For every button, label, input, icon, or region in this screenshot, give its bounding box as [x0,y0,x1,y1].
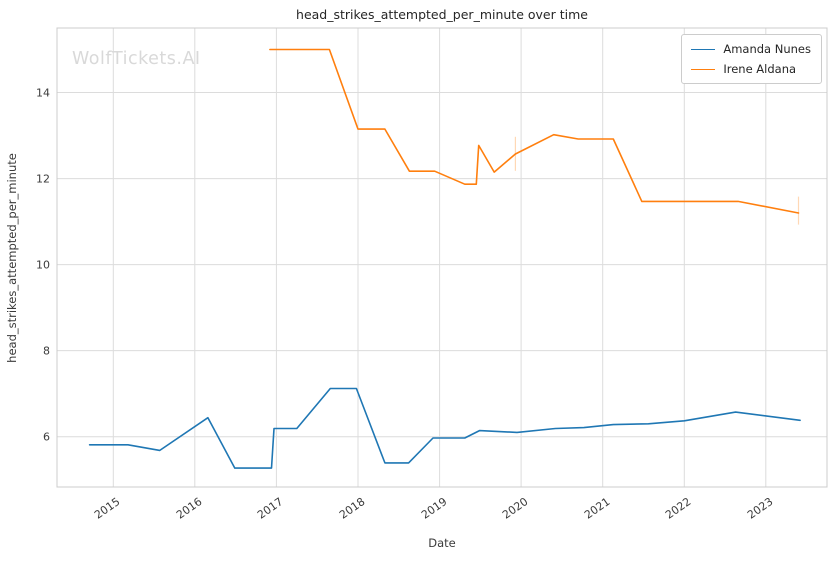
y-tick-label: 8 [43,344,50,358]
chart-title: head_strikes_attempted_per_minute over t… [296,7,588,22]
legend-item-amanda-nunes: Amanda Nunes [691,42,811,56]
legend-line-swatch-blue [691,48,716,50]
legend-line-swatch-orange [691,68,716,70]
y-tick-label: 12 [36,172,50,186]
y-tick-label: 10 [36,258,50,272]
y-tick-label: 14 [36,86,50,99]
x-axis-label: Date [428,536,456,550]
series-line-irene-aldana [269,48,800,214]
legend-label: Irene Aldana [723,62,797,76]
legend: Amanda Nunes Irene Aldana [681,34,822,84]
series-line-amanda-nunes [88,387,801,469]
plot-border [56,27,828,488]
y-tick-label: 6 [43,430,50,444]
legend-label: Amanda Nunes [723,42,811,56]
watermark: WolfTickets.AI [72,49,201,69]
legend-item-irene-aldana: Irene Aldana [691,62,811,76]
